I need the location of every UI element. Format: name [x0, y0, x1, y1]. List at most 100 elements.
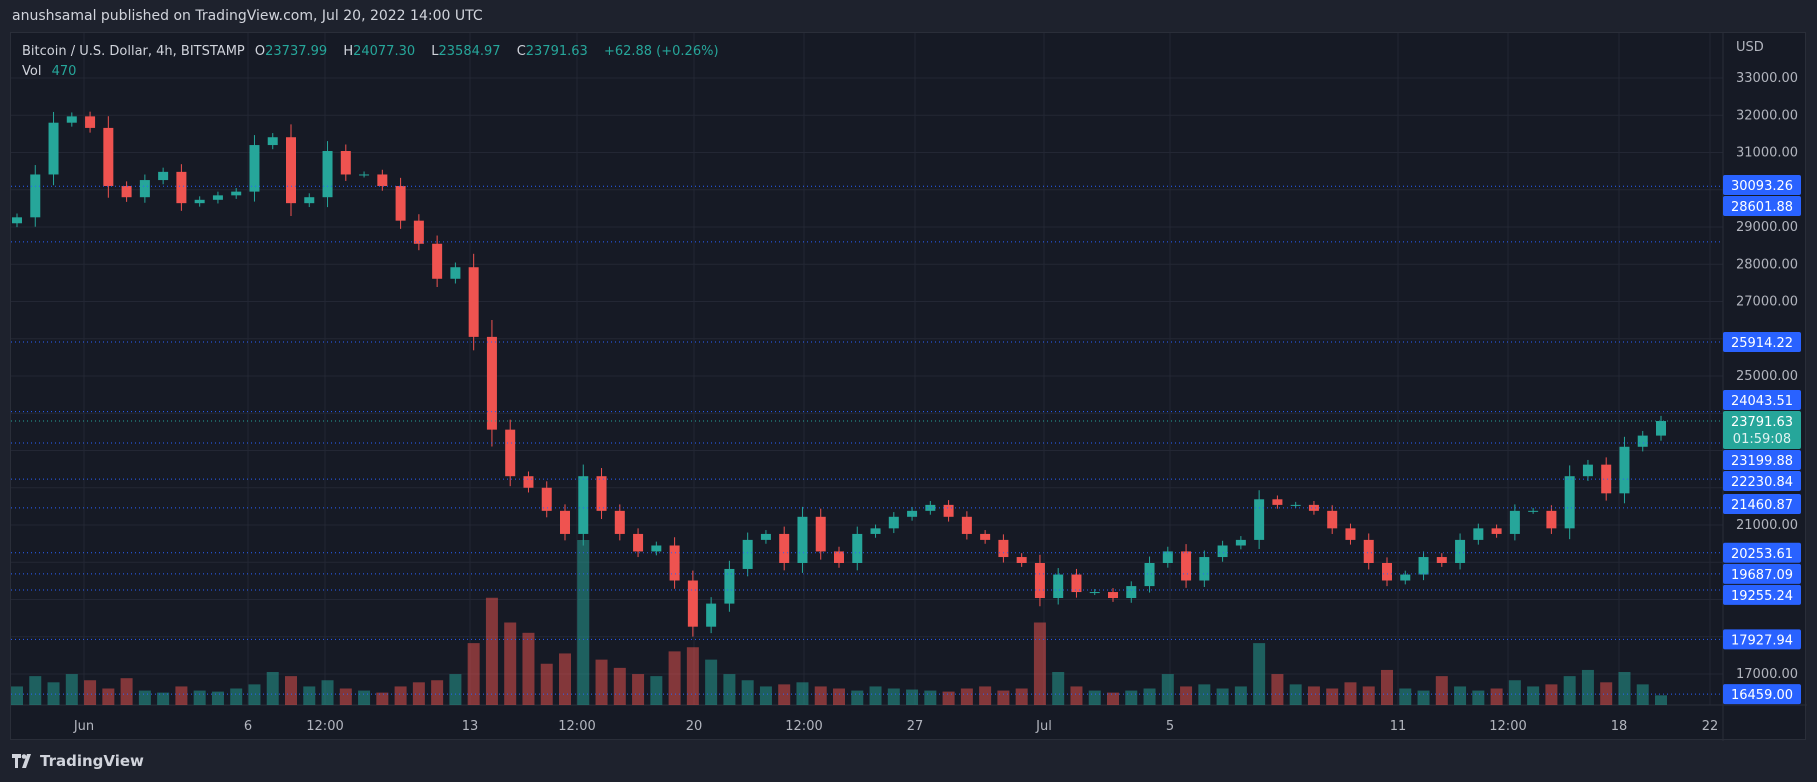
volume-bar [960, 688, 973, 705]
y-tick-label: 25000.00 [1736, 369, 1798, 384]
volume-bar [412, 682, 425, 705]
volume-bar [632, 674, 645, 705]
level-badge [1723, 471, 1801, 492]
volume-bar [887, 688, 900, 705]
level-badge [1723, 196, 1801, 216]
x-tick-label: 12:00 [306, 719, 343, 734]
candle-body [1108, 592, 1118, 599]
candle-body [1308, 504, 1319, 511]
volume-bar [138, 690, 151, 705]
candle-body [1199, 557, 1210, 581]
chart-frame[interactable]: USD 33000.00 32000.00 31000.00 29000.00 28000… [10, 32, 1807, 741]
x-tick-label: 12:00 [558, 719, 595, 734]
candle-body [724, 568, 735, 604]
volume-bar [449, 674, 462, 705]
candle-body [614, 510, 625, 534]
candle-body [1528, 510, 1539, 512]
volume-bar [1344, 682, 1357, 705]
volume-bar [175, 686, 188, 705]
candle-body [1217, 545, 1228, 558]
volume-bar [814, 686, 827, 705]
candle-body [870, 528, 881, 534]
volume-bar [1253, 643, 1266, 705]
volume-bar [1545, 684, 1558, 705]
level-badge-label: 19255.24 [1731, 589, 1793, 604]
level-badge [1723, 175, 1801, 195]
volume-bar [230, 688, 243, 705]
volume-bar [997, 690, 1010, 705]
candle-body [1254, 499, 1265, 540]
volume-bar [686, 647, 699, 705]
volume-bar [1381, 669, 1393, 705]
candle-body [212, 195, 223, 200]
volume-value: 470 [51, 64, 77, 79]
volume-bar [1125, 690, 1138, 705]
brand-name: TradingView [40, 752, 144, 770]
volume-bar [1271, 674, 1284, 705]
candle-body [249, 145, 260, 192]
bar-countdown: 01:59:08 [1733, 432, 1791, 447]
level-badge-label: 19687.09 [1731, 568, 1793, 583]
volume-bar [1636, 684, 1649, 705]
volume-bar [1234, 686, 1247, 705]
footer-brand[interactable]: TradingView [12, 752, 144, 770]
volume-bar [668, 651, 681, 705]
level-badge-label: 23199.88 [1731, 454, 1793, 469]
level-badge [1723, 494, 1801, 514]
volume-bar [833, 688, 845, 705]
volume-bar [1143, 688, 1156, 705]
volume-bar [1399, 688, 1412, 705]
low-value: 23584.97 [438, 44, 501, 59]
volume-bar [11, 686, 23, 705]
candle-body [1491, 528, 1502, 534]
candle-body [450, 267, 461, 279]
candle-body [1473, 528, 1484, 540]
candle-body [815, 516, 826, 552]
candle-body [85, 116, 96, 128]
candle-body [1290, 504, 1301, 506]
last-price-badge [1723, 411, 1801, 450]
volume-bar [102, 688, 115, 705]
change-value: +62.88 (+0.26%) [603, 44, 719, 59]
candle-body [980, 533, 991, 540]
y-tick-label: 32000.00 [1736, 108, 1798, 123]
volume-bar [979, 686, 992, 705]
volume-bar [1161, 674, 1174, 705]
chart-legend: Bitcoin / U.S. Dollar, 4h, BITSTAMP O237… [22, 42, 725, 82]
level-badge-label: 21460.87 [1731, 498, 1793, 513]
candle-body [1016, 557, 1027, 563]
volume-bar [1655, 695, 1667, 705]
volume-bar [851, 690, 864, 705]
volume-bar [285, 676, 297, 705]
volume-bar [1107, 692, 1119, 705]
volume-bar [431, 680, 444, 705]
candlestick-chart[interactable]: USD 33000.00 32000.00 31000.00 29000.00 28000… [11, 33, 1807, 741]
open-label: O [254, 44, 266, 59]
x-tick-label: 27 [907, 719, 924, 734]
candle-body [395, 186, 406, 221]
candle-body [541, 487, 552, 511]
level-badge-label: 16459.00 [1731, 688, 1793, 703]
volume-bar [1198, 684, 1211, 705]
level-badge [1723, 450, 1801, 471]
candle-body [340, 151, 351, 175]
candle-body [1235, 539, 1246, 546]
volume-label[interactable]: Vol [22, 64, 42, 79]
level-badge [1723, 331, 1801, 352]
volume-bar [1435, 676, 1448, 705]
candle-body [596, 476, 607, 511]
volume-bar [778, 684, 791, 705]
volume-bar [193, 690, 206, 705]
x-tick-label: 11 [1390, 719, 1407, 734]
volume-bar [467, 643, 480, 705]
volume-bar [650, 676, 663, 705]
candle-body [1582, 464, 1593, 477]
x-tick-label: 6 [244, 719, 252, 734]
y-tick-label: 27000.00 [1736, 295, 1798, 310]
candle-body [1656, 421, 1666, 436]
symbol-title[interactable]: Bitcoin / U.S. Dollar, 4h, BITSTAMP [22, 44, 245, 59]
volume-bar [339, 688, 352, 705]
published-caption: anushsamal published on TradingView.com,… [12, 8, 483, 24]
volume-bar [741, 680, 754, 705]
candle-body [304, 197, 315, 204]
